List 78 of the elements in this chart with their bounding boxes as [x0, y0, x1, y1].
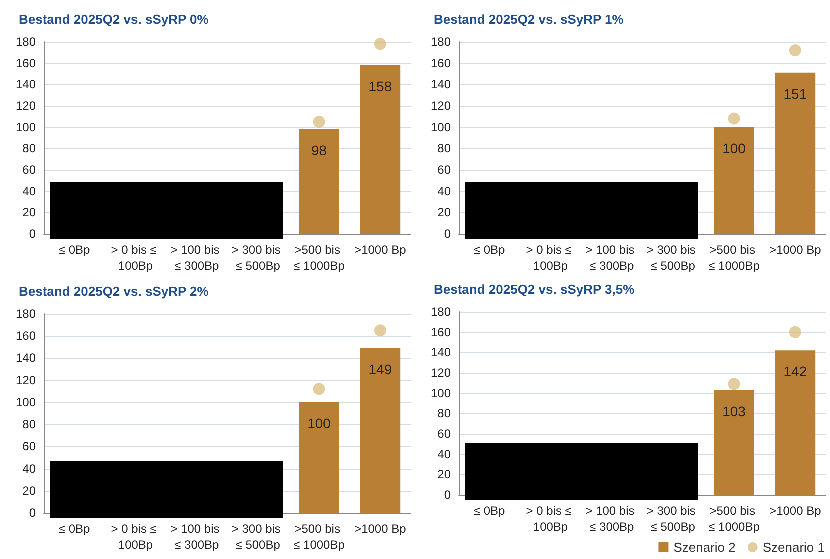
x-tick-label: >1000 Bp: [354, 522, 407, 536]
data-label: 149: [368, 361, 392, 378]
legend-label: Szenario 1: [762, 540, 826, 555]
x-tick-label: >1000 Bp: [770, 504, 822, 518]
y-tick-label: 140: [430, 78, 452, 92]
x-tick-label: > 300 bis ≤ 500Bp: [646, 243, 700, 273]
x-tick-label: > 0 bis ≤ 100Bp: [111, 243, 160, 273]
x-tick-label: ≤ 0Bp: [58, 522, 91, 536]
x-tick-label: > 100 bis ≤ 300Bp: [170, 522, 224, 552]
x-tick-label: > 300 bis ≤ 500Bp: [232, 243, 284, 273]
x-tick-label: >1000 Bp: [354, 243, 407, 257]
x-tick-label: ≤ 0Bp: [474, 504, 506, 518]
y-tick-label: 40: [438, 447, 452, 462]
x-tick-label: > 300 bis ≤ 500Bp: [646, 504, 700, 534]
y-tick-label: 20: [22, 484, 36, 498]
y-tick-label: 180: [16, 35, 36, 49]
data-label: 103: [722, 403, 746, 420]
y-tick-label: 80: [22, 142, 36, 156]
data-label: 98: [311, 142, 328, 158]
y-tick-label: 40: [22, 462, 36, 476]
x-tick-label: > 0 bis ≤ 100Bp: [111, 522, 160, 552]
y-tick-label: 60: [438, 163, 452, 177]
y-tick-label: 140: [16, 351, 36, 366]
x-tick-label: > 100 bis ≤ 300Bp: [586, 243, 638, 273]
x-tick-label: > 0 bis ≤ 100Bp: [526, 504, 576, 534]
chart-title: Bestand 2025Q2 vs. sSyRP 0%: [19, 12, 210, 27]
y-tick-label: 40: [22, 184, 36, 198]
y-tick-label: 120: [430, 366, 452, 380]
x-tick-label: > 0 bis ≤ 100Bp: [526, 243, 576, 273]
data-label: 142: [784, 364, 808, 380]
x-tick-label: >500 bis ≤ 1000Bp: [708, 504, 760, 534]
y-tick-label: 0: [444, 488, 452, 502]
y-tick-label: 120: [16, 373, 36, 388]
y-tick-label: 80: [438, 406, 452, 421]
y-tick-label: 100: [16, 395, 36, 410]
y-tick-label: 100: [430, 386, 452, 400]
y-tick-label: 120: [16, 99, 36, 113]
y-tick-label: 20: [438, 468, 452, 482]
data-label: 100: [722, 140, 746, 156]
x-tick-label: > 300 bis ≤ 500Bp: [232, 522, 284, 552]
y-tick-label: 160: [430, 325, 452, 340]
y-tick-label: 0: [29, 506, 36, 520]
x-tick-label: >500 bis ≤ 1000Bp: [708, 243, 760, 273]
y-tick-label: 140: [16, 78, 36, 92]
y-tick-label: 100: [16, 120, 36, 134]
x-tick-label: >500 bis ≤ 1000Bp: [294, 522, 346, 552]
chart-title: Bestand 2025Q2 vs. sSyRP 3,5%: [434, 282, 636, 297]
y-tick-label: 180: [430, 35, 452, 49]
x-tick-label: > 100 bis ≤ 300Bp: [170, 243, 224, 273]
y-tick-label: 0: [444, 227, 452, 241]
y-tick-label: 0: [29, 227, 36, 241]
legend-label: Szenario 2: [674, 540, 736, 555]
y-tick-label: 60: [22, 163, 36, 177]
x-tick-label: > 100 bis ≤ 300Bp: [586, 504, 638, 534]
chart-title: Bestand 2025Q2 vs. sSyRP 1%: [434, 12, 624, 27]
x-tick-label: ≤ 0Bp: [58, 243, 91, 257]
y-tick-label: 60: [438, 427, 452, 441]
y-tick-label: 160: [16, 329, 36, 344]
data-label: 151: [784, 86, 808, 102]
y-tick-label: 80: [438, 142, 452, 156]
y-tick-label: 180: [16, 307, 36, 321]
y-tick-label: 20: [438, 206, 452, 220]
y-tick-label: 180: [430, 305, 452, 319]
data-label: 100: [308, 415, 332, 432]
y-tick-label: 160: [16, 56, 36, 70]
chart-title: Bestand 2025Q2 vs. sSyRP 2%: [19, 284, 210, 299]
x-tick-label: >1000 Bp: [770, 243, 822, 257]
x-tick-label: >500 bis ≤ 1000Bp: [294, 243, 346, 273]
x-tick-label: ≤ 0Bp: [474, 243, 506, 257]
y-tick-label: 120: [430, 99, 452, 113]
y-tick-label: 20: [22, 206, 36, 220]
y-tick-label: 100: [430, 120, 452, 134]
data-label: 158: [368, 78, 392, 94]
y-tick-label: 140: [430, 346, 452, 360]
y-tick-label: 60: [22, 440, 36, 454]
y-tick-label: 80: [22, 418, 36, 432]
y-tick-label: 160: [430, 56, 452, 70]
y-tick-label: 40: [438, 184, 452, 198]
